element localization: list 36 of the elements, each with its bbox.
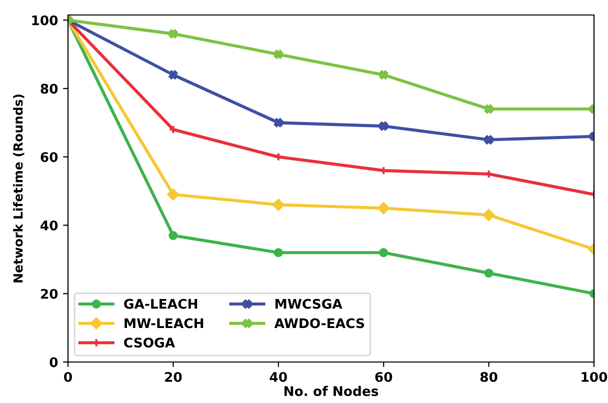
legend-label: MW-LEACH xyxy=(124,318,204,328)
point xyxy=(274,152,283,162)
y-tick-label: 40 xyxy=(40,220,58,230)
x-tick-label: 40 xyxy=(270,372,287,382)
y-tick-label: 60 xyxy=(40,152,58,162)
y-tick-label: 20 xyxy=(40,288,58,299)
point xyxy=(482,209,495,221)
point xyxy=(168,29,178,38)
legend-label: CSOGA xyxy=(124,338,176,348)
x-tick-label: 100 xyxy=(582,372,608,382)
point xyxy=(484,104,494,114)
legend-label: AWDO-EACS xyxy=(274,318,364,328)
point xyxy=(379,70,388,80)
x-tick-label: 0 xyxy=(64,372,72,382)
x-tick-label: 20 xyxy=(165,372,182,382)
legend-label: GA-LEACH xyxy=(124,298,198,309)
point xyxy=(274,248,283,258)
y-axis-title: Network Lifetime (Rounds) xyxy=(13,94,24,282)
x-tick-label: 60 xyxy=(375,372,392,382)
point xyxy=(167,188,180,200)
legend-label: MWCSGA xyxy=(275,298,342,309)
point xyxy=(378,202,390,214)
y-tick-label: 0 xyxy=(50,357,58,368)
x-axis-title: No. of Nodes xyxy=(284,386,378,396)
point xyxy=(168,70,178,80)
x-tick-label: 80 xyxy=(480,372,498,382)
point xyxy=(274,118,283,128)
y-tick-label: 100 xyxy=(32,15,58,26)
point xyxy=(274,50,283,59)
point xyxy=(484,135,494,144)
y-tick-label: 80 xyxy=(40,84,58,94)
point xyxy=(484,268,494,278)
point xyxy=(272,198,284,211)
point xyxy=(168,230,178,240)
point xyxy=(379,248,388,258)
point xyxy=(379,122,388,131)
